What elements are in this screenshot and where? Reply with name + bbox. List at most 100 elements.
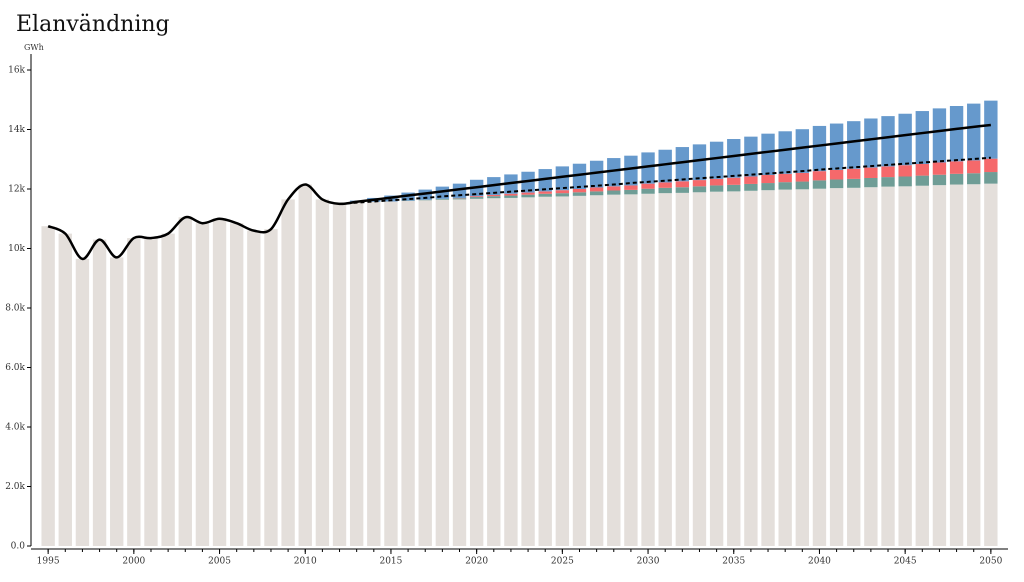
bar-segment [967, 184, 980, 546]
bar-segment [470, 197, 483, 199]
y-tick-label: 10k [8, 244, 25, 254]
x-tick-label: 2045 [894, 557, 917, 567]
x-tick-label: 2030 [637, 557, 660, 567]
bar-segment [796, 189, 809, 546]
bar-segment [590, 191, 603, 195]
bar-segment [487, 196, 500, 198]
bar-segment [864, 178, 877, 187]
bar-segment [813, 180, 826, 188]
bar-segment [76, 259, 89, 546]
bar-segment [778, 190, 791, 546]
bar-segment [624, 194, 637, 546]
bar-segment [967, 160, 980, 173]
bar-segment [453, 199, 466, 546]
bar-segment [624, 190, 637, 194]
bar-segment [693, 186, 706, 192]
bar-segment [813, 171, 826, 180]
bar-segment [761, 175, 774, 183]
bar-segment [881, 187, 894, 546]
bar-segment [213, 219, 226, 546]
bar-segment [161, 234, 174, 546]
bar-segment [796, 182, 809, 190]
bar-segment [590, 188, 603, 192]
bar-segment [727, 191, 740, 546]
bar-segment [504, 196, 517, 198]
bar-segment [521, 193, 534, 195]
bar-segment [487, 195, 500, 196]
bar-segment [693, 192, 706, 546]
x-tick-label: 2000 [122, 557, 145, 567]
bar-segment [436, 199, 449, 200]
bar-segment [916, 186, 929, 546]
bar-segment [710, 192, 723, 546]
x-tick-label: 2010 [294, 557, 317, 567]
bar-segment [744, 191, 757, 546]
bar-segment [539, 197, 552, 546]
y-tick-label: 2.0k [5, 482, 25, 492]
y-tick-label: 0.0 [11, 542, 26, 552]
bar-segment [864, 187, 877, 546]
bar-segment [778, 182, 791, 189]
bar-segment [436, 200, 449, 546]
bar-segment [659, 188, 672, 193]
bar-segment [247, 231, 260, 546]
bar-segment [573, 192, 586, 196]
y-tick-label: 12k [8, 185, 25, 195]
bar-segment [624, 185, 637, 189]
bar-segment [984, 172, 997, 184]
bar-segment [693, 144, 706, 180]
y-axis-label: GWh [24, 43, 44, 52]
bar-segment [864, 118, 877, 167]
bar-segment [881, 116, 894, 166]
bar-segment [744, 184, 757, 191]
bar-segment [127, 238, 140, 546]
bar-segment [710, 179, 723, 186]
bar-segment [401, 201, 414, 546]
bar-segment [367, 202, 380, 546]
bar-segment [796, 129, 809, 173]
bar-segment [727, 178, 740, 185]
bar-segment [898, 177, 911, 187]
bar-segment [196, 223, 209, 546]
bar-segment [847, 179, 860, 188]
chart-title: Elanvändning [16, 12, 170, 37]
y-tick-label: 14k [8, 125, 25, 135]
bar-segment [933, 175, 946, 185]
bar-segment [453, 198, 466, 199]
bar-segment [607, 195, 620, 546]
x-tick-label: 2015 [379, 557, 402, 567]
y-tick-label: 8.0k [5, 304, 25, 314]
bar-segment [556, 190, 569, 193]
bar-segment [676, 193, 689, 546]
bar-segment [813, 189, 826, 546]
bar-segment [761, 190, 774, 546]
bar-segment [813, 126, 826, 171]
bar-segment [144, 238, 157, 546]
bar-segment [950, 174, 963, 185]
x-tick-label: 2020 [465, 557, 488, 567]
bar-segment [950, 106, 963, 161]
bar-segment [950, 185, 963, 546]
bar-segment [830, 188, 843, 546]
bar-segment [898, 165, 911, 176]
bar-segment [504, 194, 517, 196]
bar-segment [916, 111, 929, 164]
bar-segment [573, 196, 586, 546]
bar-segment [350, 202, 363, 546]
bar-segment [727, 139, 740, 178]
bar-segment [641, 194, 654, 546]
bar-segment [41, 226, 54, 546]
bar-segment [573, 189, 586, 192]
x-tick-label: 2035 [722, 557, 745, 567]
bar-segment [607, 190, 620, 194]
bar-segment [59, 234, 72, 546]
bar-segment [744, 137, 757, 177]
bar-segment [230, 223, 243, 546]
bar-segment [830, 170, 843, 180]
bar-segment [470, 196, 483, 197]
bar-segment [727, 185, 740, 192]
bar-segment [556, 193, 569, 196]
bar-segment [984, 159, 997, 172]
bar-segment [281, 199, 294, 546]
